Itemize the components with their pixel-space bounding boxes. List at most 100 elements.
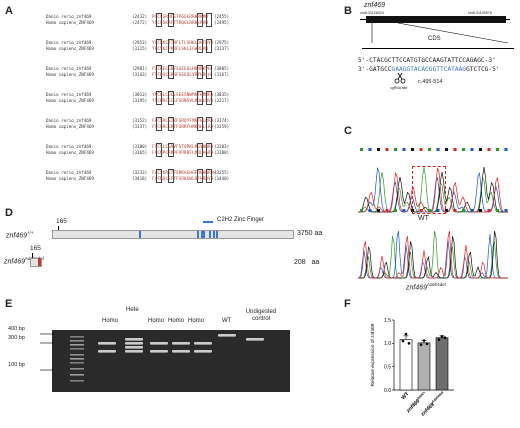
conserved-residue-box [197,143,203,157]
sequence: YNCQLCGCLSEESNWMKFHMRRH [152,92,214,97]
wt-length-unit: aa [314,230,323,237]
panel-label-f: F [344,298,351,310]
sequence: FTCDQCGRHFSEEQLVRTHRLH [152,72,211,77]
expression-chart-panel: 0.0 0.5 1.0 1.5 Relative expression of znf46… [350,298,518,423]
chromatogram-traces [357,148,508,279]
ladder-band [70,362,84,364]
conserved-residue-box [156,13,162,27]
zinc-finger-domain [197,231,199,238]
gel-band [218,334,236,337]
conserved-residue-box [156,91,162,105]
conserved-residue-box [156,143,162,157]
base-call-marker [453,148,457,151]
start-position: (3418) [132,176,148,181]
conserved-residue-box [206,39,212,53]
bar [435,337,449,391]
marker-100: 100 bp [8,362,25,368]
base-call-marker [504,209,508,212]
lane-label-3: Homo [148,318,165,324]
start-position: (3195) [132,98,148,103]
panel-label-b: B [344,5,352,17]
end-position: (3035) [214,92,230,97]
x-tick-label: WT [400,391,411,402]
panel-label-a: A [5,5,13,17]
ladder-band [70,340,84,342]
species-name: Danio rerio_znf469 [46,14,92,19]
zinc-finger-domain [139,231,141,238]
base-call-marker [394,148,397,151]
chromatogram-panel: WT znf469Adel/4del [357,135,518,295]
mut-protein-bar [30,258,42,267]
mut-trace-genotype: Adel/4del [427,282,446,287]
conserved-residue-box [206,117,212,131]
base-call-marker [436,148,440,151]
gel-band [172,350,190,353]
mut-start-label: 165 [30,245,41,252]
sequence: YVCSKCPRRFLSKLIGHRLVH [152,46,209,51]
seq-top: 5'-CTACGCTTCCATGTGCCAAGTATTCCAGAGC-3' [358,57,496,64]
ladder-band [70,374,84,376]
gel-band [125,342,143,345]
gel-band [125,350,143,353]
base-call-marker [428,148,431,151]
start-position: (3233) [132,170,148,175]
species-name: Danio rerio_znf469 [46,118,92,123]
species-name: Homo sapiens_ZNF469 [46,124,94,129]
base-call-marker [445,209,448,212]
base-call-marker [394,209,397,212]
end-position: (3440) [214,176,230,181]
conserved-residue-box [197,39,203,53]
cds-bar [366,16,506,23]
gel-band [125,346,143,349]
conserved-residue-box [206,143,212,157]
zinc-finger-domain [201,231,203,238]
cds-zoom-lines [371,23,509,44]
lane-label-5: Homo [188,318,205,324]
ladder-band [70,344,84,346]
start-position: (3013) [132,92,148,97]
start-position: (3180) [132,144,148,149]
base-call-marker [360,148,363,151]
start-position: (2981) [132,66,148,71]
base-call-marker [419,209,423,212]
base-call-marker [368,209,372,212]
species-name: Danio rerio_znf469 [46,144,92,149]
chr-right: chr6:31109576 [468,11,492,15]
wt-start-label: 165 [56,218,67,225]
cds-label: CDS [428,36,441,42]
lane-label-6: WT [222,318,232,324]
y-tick-label: 1.0 [384,341,391,347]
gene-structure-panel: znf469 chr6:31128324 chr6:31109576 CDS 5… [358,0,518,120]
mut-length: 208 aa [294,259,319,266]
conserved-residue-box [168,143,174,157]
sequence: YVCRKCTTNFLTLGHKLDHFRVH [152,40,214,45]
sequence: FACNPCRRPFVPRRFLMRLAGRH [152,150,214,155]
seq-bottom-sgrna: GAAGGTACACGGTTCATAAG [391,66,467,73]
expression-bar-chart: 0.0 0.5 1.0 1.5 Relative expression of znf46… [370,318,454,418]
data-point [440,335,444,338]
scissors-icon [394,73,406,84]
indel-highlight-box [412,166,446,214]
conserved-residue-box [168,65,174,79]
sequence: FACSRCGIXFSRQYFMKFHLRRH [152,118,214,123]
conserved-residue-box [168,169,174,183]
trace-line [358,230,508,279]
marker-300: 300 bp [8,335,25,341]
sequence: FACRQCSFTFSRKGWLQFHRRVH [152,176,214,181]
sgrna-label: sgRNA site [390,86,408,90]
base-call-marker [385,148,389,151]
trace-line [357,230,508,279]
sequence: YSCHRCGCLFSDNSVLMQHLRVH [152,98,214,103]
end-position: (3167) [214,72,230,77]
lane-label-2: Hete [126,307,139,313]
base-call-marker [496,209,499,212]
mut-start-tick [32,253,33,259]
alignment-panel: Danio rerio_znf469 (2432) PQCCGRMFSTPGGLRR… [46,13,276,199]
end-position: (2455) [214,14,230,19]
species-name: Danio rerio_znf469 [46,40,92,45]
sequence: YPCCGKRFTTRQGLRRHLRVH [152,20,209,25]
sequence: FTCSLCGRVFSTQRKLMGVHRRH [152,144,214,149]
species-name: Homo sapiens_ZNF469 [46,20,94,25]
base-call-marker [479,148,482,151]
conserved-residue-box [206,91,212,105]
